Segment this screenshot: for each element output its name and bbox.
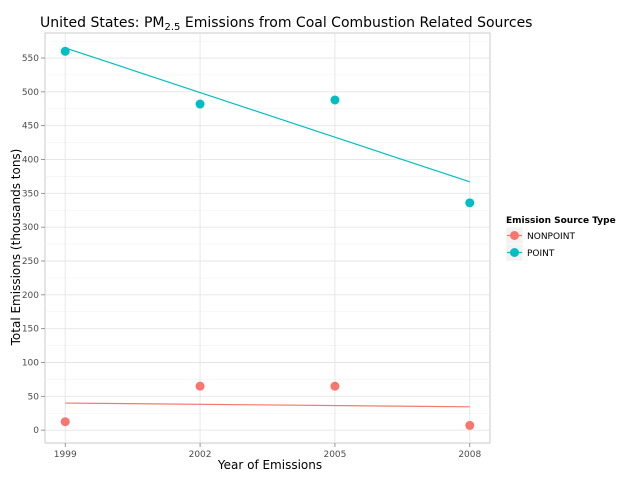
data-point-nonpoint [60,417,70,427]
legend-items: NONPOINT POINT [505,226,575,262]
legend-point-nonpoint [510,231,519,240]
y-axis-ticks: 0 50 100 150 200 250 300 350 400 450 500 550 [22,54,45,436]
y-tick-label: 500 [22,88,39,98]
y-axis-title: Total Emissions (thousands tons) [9,149,23,347]
legend-title: Emission Source Type [506,216,616,226]
y-tick-label: 200 [22,291,39,301]
data-point-point [465,198,475,208]
legend: Emission Source Type NONPOINT POINT [505,216,616,262]
trend-lines [65,47,470,408]
y-tick-label: 100 [22,358,39,368]
y-tick-label: 350 [22,189,39,199]
y-tick-label: 0 [33,426,39,436]
y-tick-label: 450 [22,122,39,132]
plot-panel [44,32,491,444]
data-points [60,46,475,430]
x-tick-label: 2005 [323,450,346,460]
data-point-point [195,99,205,109]
chart-title: United States: PM2.5 Emissions from Coal… [40,15,532,33]
x-axis-ticks: 1999 2002 2005 2008 [54,443,481,460]
data-point-nonpoint [330,381,340,391]
legend-label-nonpoint: NONPOINT [527,232,575,242]
y-tick-label: 150 [22,325,39,335]
trend-line-point [65,47,470,183]
chart-title-prefix: United States: PM [40,15,165,31]
y-tick-label: 400 [22,156,39,166]
y-tick-label: 50 [28,392,40,402]
data-point-point [330,95,340,105]
gridlines [45,33,490,443]
x-axis-title: Year of Emissions [217,458,322,472]
y-tick-label: 550 [22,54,39,64]
y-tick-label: 250 [22,257,39,267]
trend-line-nonpoint [65,402,470,408]
legend-label-point: POINT [527,249,555,259]
x-tick-label: 2002 [189,450,212,460]
data-point-nonpoint [465,420,475,430]
chart-title-subscript: 2.5 [165,22,181,33]
y-tick-label: 300 [22,223,39,233]
chart-title-suffix: Emissions from Coal Combustion Related S… [180,15,532,31]
legend-point-point [510,248,519,257]
data-point-nonpoint [195,381,205,391]
x-tick-label: 1999 [54,450,77,460]
data-point-point [60,46,70,56]
x-tick-label: 2008 [458,450,481,460]
